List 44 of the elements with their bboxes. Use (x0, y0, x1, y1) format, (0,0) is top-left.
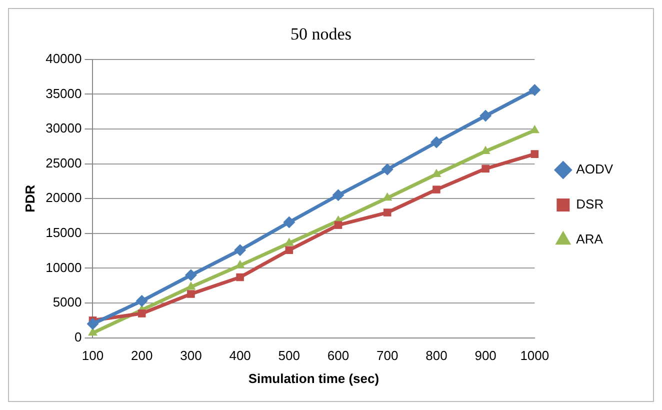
point (530, 150, 539, 158)
y-tick-label: 25000 (46, 155, 82, 170)
point (381, 163, 394, 176)
point (234, 244, 246, 256)
x-tick-label: 1000 (520, 348, 550, 364)
x-tick-label: 100 (82, 348, 104, 364)
y-tick-label: 40000 (46, 50, 82, 66)
y-tick-label: 30000 (46, 120, 82, 136)
x-tick-label: 500 (278, 348, 300, 364)
point (285, 246, 294, 254)
y-tick-label: 35000 (46, 86, 82, 101)
chart-title: 50 nodes (290, 24, 352, 44)
point (480, 110, 492, 122)
point (236, 273, 244, 282)
legend-label: AODV (576, 162, 614, 177)
x-tick-label: 900 (474, 348, 496, 364)
point (334, 221, 342, 229)
point (136, 294, 148, 307)
point (187, 290, 195, 298)
y-tick-label: 20000 (46, 190, 82, 206)
point (430, 136, 442, 148)
y-tick-label: 10000 (46, 260, 82, 275)
point (482, 164, 490, 173)
y-tick-label: 5000 (52, 294, 82, 310)
point (383, 208, 392, 216)
y-tick-label: 0 (74, 329, 82, 344)
point (86, 318, 99, 330)
x-tick-label: 600 (327, 348, 350, 364)
x-tick-label: 700 (376, 348, 398, 364)
y-axis-title: PDR (22, 184, 38, 212)
point (432, 186, 440, 194)
y-tick-label: 15000 (46, 224, 82, 240)
x-tick-label: 200 (131, 348, 153, 364)
legend-label: ARA (576, 232, 604, 247)
x-tick-label: 800 (426, 348, 448, 364)
point (283, 216, 296, 228)
x-axis-title: Simulation time (sec) (248, 370, 380, 386)
point (138, 310, 146, 318)
x-tick-label: 300 (180, 348, 202, 364)
legend-label: DSR (576, 196, 604, 212)
point (332, 189, 344, 202)
point (528, 84, 541, 96)
x-tick-label: 400 (229, 348, 251, 364)
point (184, 269, 197, 282)
